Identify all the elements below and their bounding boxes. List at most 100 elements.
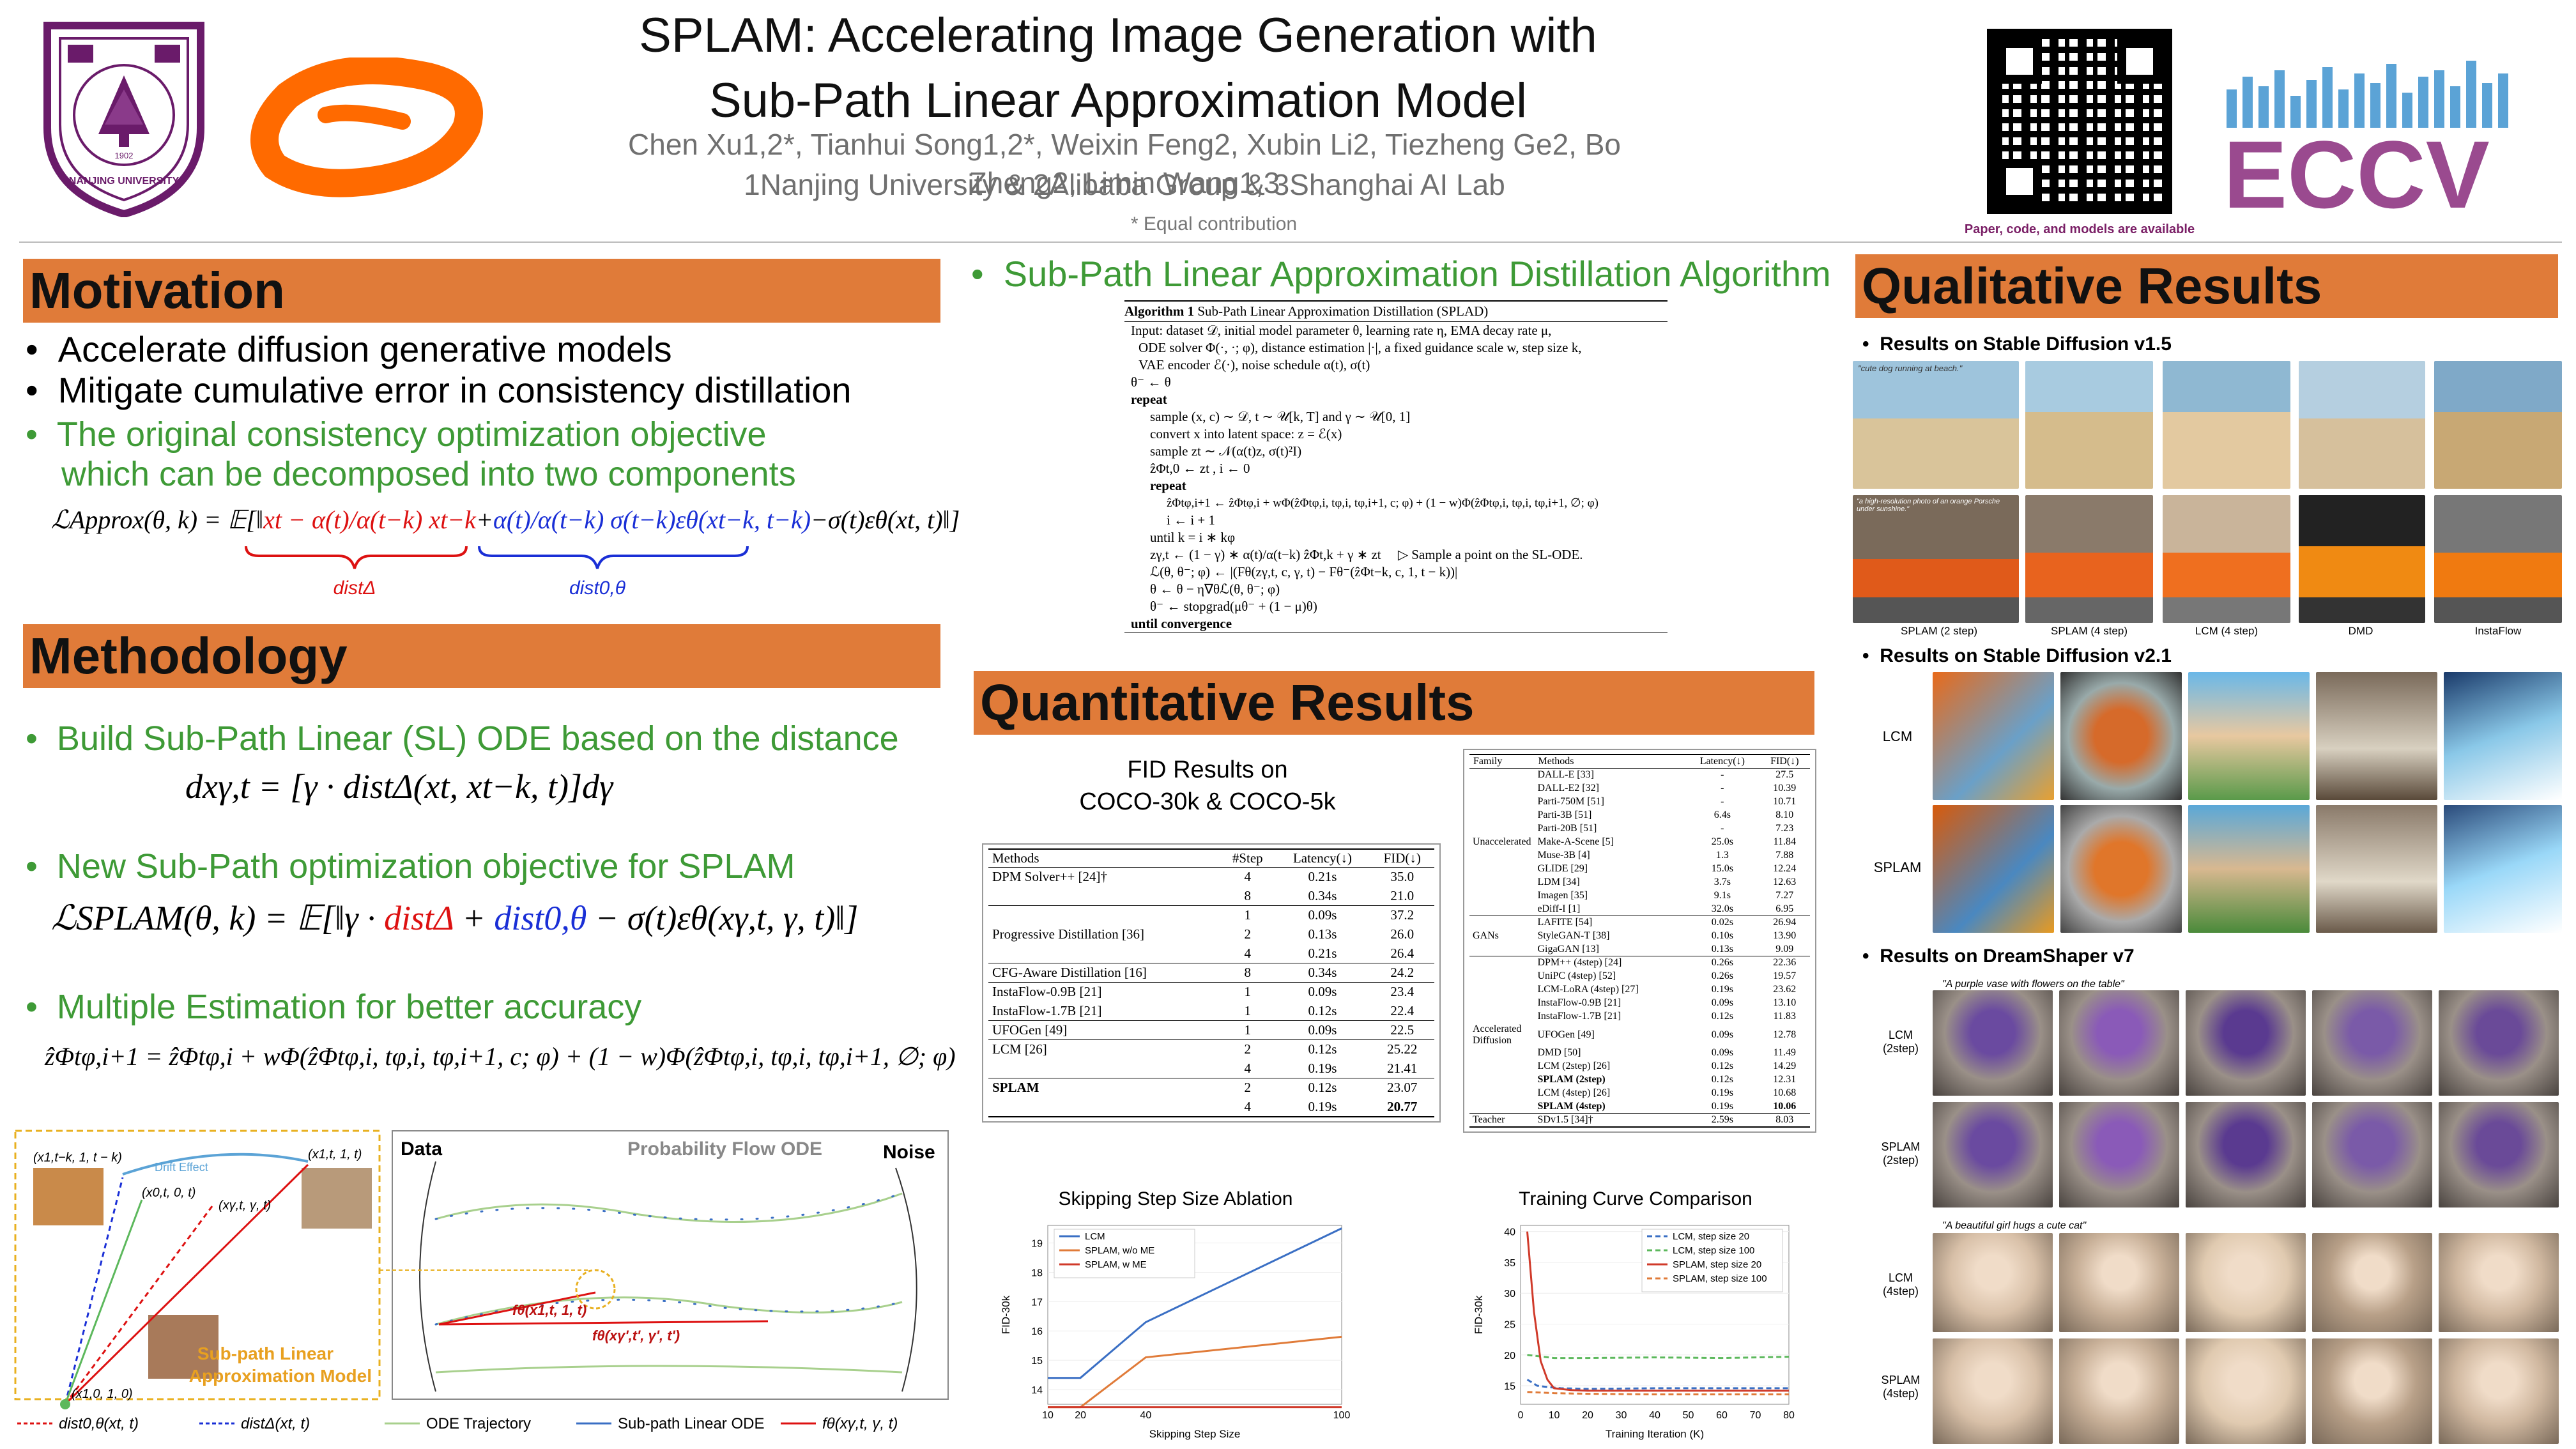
table-cell: 8.03 [1775, 1114, 1794, 1125]
x-tick-label: 100 [1333, 1410, 1351, 1421]
table-cell: InstaFlow-0.9B [21] [1537, 997, 1621, 1008]
table-cell [1469, 997, 1534, 1010]
authors: Chen Xu1,2*, Tianhui Song1,2*, Weixin Fe… [628, 128, 1621, 199]
label-xgamma-t: (xγ,t, γ, t) [218, 1199, 271, 1213]
qualitative-heading: Qualitative Results [1855, 254, 2558, 318]
dreamshaper-image [2312, 1233, 2432, 1332]
sd15-car-2 [2025, 495, 2153, 623]
table-cell: LCM (4step) [26] [1537, 1087, 1611, 1098]
table-cell [1469, 809, 1534, 822]
table-cell: SPLAM [992, 1080, 1039, 1096]
table-cell: DMD [50] [1537, 1047, 1581, 1058]
t1-header: FID(↓) [1383, 850, 1421, 866]
table-cell: SPLAM (4step) [1537, 1100, 1606, 1112]
t1-header: #Step [1232, 850, 1263, 866]
ds-row-label: LCM (4step) [1882, 1271, 1919, 1298]
table-row: InstaFlow-1.7B [21] 1 0.12s 22.4 [988, 1002, 1434, 1021]
table-cell: 1 [1244, 1022, 1252, 1038]
bullet-multiple-estimation: • Multiple Estimation for better accurac… [26, 988, 642, 1026]
algorithm-caption: Sub-Path Linear Approximation Distillati… [1197, 303, 1489, 319]
table-row: UniPC (4step) [52] 0.26s 19.57 [1469, 970, 1810, 983]
table-cell: SDv1.5 [34]† [1537, 1114, 1593, 1125]
chart-training: Training Curve Comparison 15 20 25 30 35 40 0 10… [1469, 1187, 1802, 1449]
algorithm-box: Algorithm 1 Sub-Path Linear Approximatio… [1124, 300, 1667, 633]
table-row: LDM [34] 3.7s 12.63 [1469, 876, 1810, 889]
table-cell: 0.19s [1711, 1087, 1733, 1098]
table-cell: 12.63 [1773, 877, 1797, 887]
table-cell: 10.39 [1773, 783, 1797, 793]
table-cell [1469, 1060, 1534, 1073]
sd15-label: SPLAM (2 step) [1901, 625, 1977, 637]
table-cell: LDM [34] [1537, 877, 1580, 887]
x-tick-label: 20 [1075, 1410, 1086, 1421]
sd15-dog-1: "cute dog running at beach." [1853, 361, 2019, 489]
table-cell: 6.4s [1713, 809, 1731, 820]
dreamshaper-image [2059, 1102, 2179, 1208]
table-row: InstaFlow-0.9B [21] 0.09s 13.10 [1469, 997, 1810, 1010]
table-row: GigaGAN [13] 0.13s 9.09 [1469, 943, 1810, 956]
algo-comment: ▷ Sample a point on the SL-ODE. [1397, 547, 1583, 562]
table-cell: 2 [1244, 1080, 1252, 1096]
legend-f-theta: fθ(xγ,t, γ, t) [822, 1415, 898, 1432]
table-cell: Parti-20B [51] [1537, 823, 1597, 834]
table-row: Progressive Distillation [36] 2 0.13s 26.0 [988, 925, 1434, 944]
table-cell: 25.0s [1711, 836, 1733, 847]
table-cell: 12.24 [1773, 863, 1797, 874]
dreamshaper-image [2059, 1233, 2179, 1332]
dreamshaper-image [2312, 1338, 2432, 1444]
table-row: 4 0.19s 21.41 [988, 1059, 1434, 1078]
table-cell: 7.23 [1775, 823, 1794, 834]
table-cell: 7.27 [1775, 890, 1794, 901]
table-cell: 25.22 [1387, 1041, 1418, 1057]
algo-line: ẑΦtφ,i+1 ← ẑΦtφ,i + wΦ(ẑΦtφ,i, tφ,i, tφ,… [1167, 496, 1598, 510]
x-tick-label: 40 [1649, 1410, 1660, 1421]
sd15-dog-4 [2299, 361, 2425, 489]
bullet-mitigate: • Mitigate cumulative error in consisten… [26, 370, 852, 410]
table-cell: 11.84 [1773, 836, 1796, 847]
t2-header: Latency(↓) [1699, 756, 1745, 767]
table-cell [1469, 956, 1534, 970]
table-row: DALL-E [33] - 27.5 [1469, 768, 1810, 782]
table-cell: 0.34s [1308, 965, 1337, 980]
table-cell [1469, 970, 1534, 983]
table-cell: Muse-3B [4] [1537, 850, 1590, 861]
sd15-title: • Results on Stable Diffusion v1.5 [1862, 334, 2172, 355]
qr-code[interactable] [1987, 29, 2172, 214]
table-cell: 0.19s [1308, 1060, 1337, 1076]
sd15-car-5 [2434, 495, 2562, 623]
algo-line: i ← i + 1 [1167, 512, 1216, 528]
algo-line: repeat [1131, 392, 1167, 407]
t2-header: Family [1473, 756, 1503, 767]
table-cell: UniPC (4step) [52] [1537, 970, 1616, 981]
algo-line: θ ← θ − η∇θℒ(θ, θ⁻; φ) [1150, 581, 1280, 597]
table-row: Imagen [35] 9.1s 7.27 [1469, 889, 1810, 903]
table-cell: Imagen [35] [1537, 890, 1588, 901]
table-cell: 0.12s [1308, 1080, 1337, 1096]
table-cell: Teacher [1473, 1114, 1505, 1125]
table-row: 1 0.09s 37.2 [988, 905, 1434, 925]
formula-braces: distΔ dist0,θ [243, 543, 818, 607]
y-tick-label: 15 [1504, 1381, 1515, 1392]
sd21-lcm-1 [1933, 672, 2054, 800]
sd15-dog-2 [2025, 361, 2153, 489]
table-cell: 3.7s [1713, 877, 1731, 887]
table-cell: InstaFlow-1.7B [21] [1537, 1011, 1621, 1022]
table-cell: 0.09s [1308, 1022, 1337, 1038]
table-cell: 4 [1244, 1098, 1252, 1114]
table-cell: 27.5 [1775, 769, 1794, 781]
table-cell: 11.49 [1773, 1047, 1796, 1058]
table-cell [988, 906, 1220, 925]
algo-line: ẑΦt,0 ← zt , i ← 0 [1150, 461, 1250, 476]
x-tick-label: 20 [1582, 1410, 1593, 1421]
table-cell [1469, 983, 1534, 997]
table-cell: 0.12s [1308, 1002, 1337, 1018]
table-cell [1469, 1073, 1534, 1087]
legend-ode: ODE Trajectory [426, 1415, 531, 1432]
sd21-lcm-3 [2188, 672, 2310, 800]
x-tick-label: 10 [1042, 1410, 1054, 1421]
table-cell: Progressive Distillation [36] [992, 926, 1144, 942]
x-tick-label: 40 [1140, 1410, 1151, 1421]
table-cell: 26.94 [1773, 917, 1797, 928]
table-cell: Make-A-Scene [5] [1537, 836, 1614, 847]
table-cell: GANs [1473, 930, 1499, 941]
